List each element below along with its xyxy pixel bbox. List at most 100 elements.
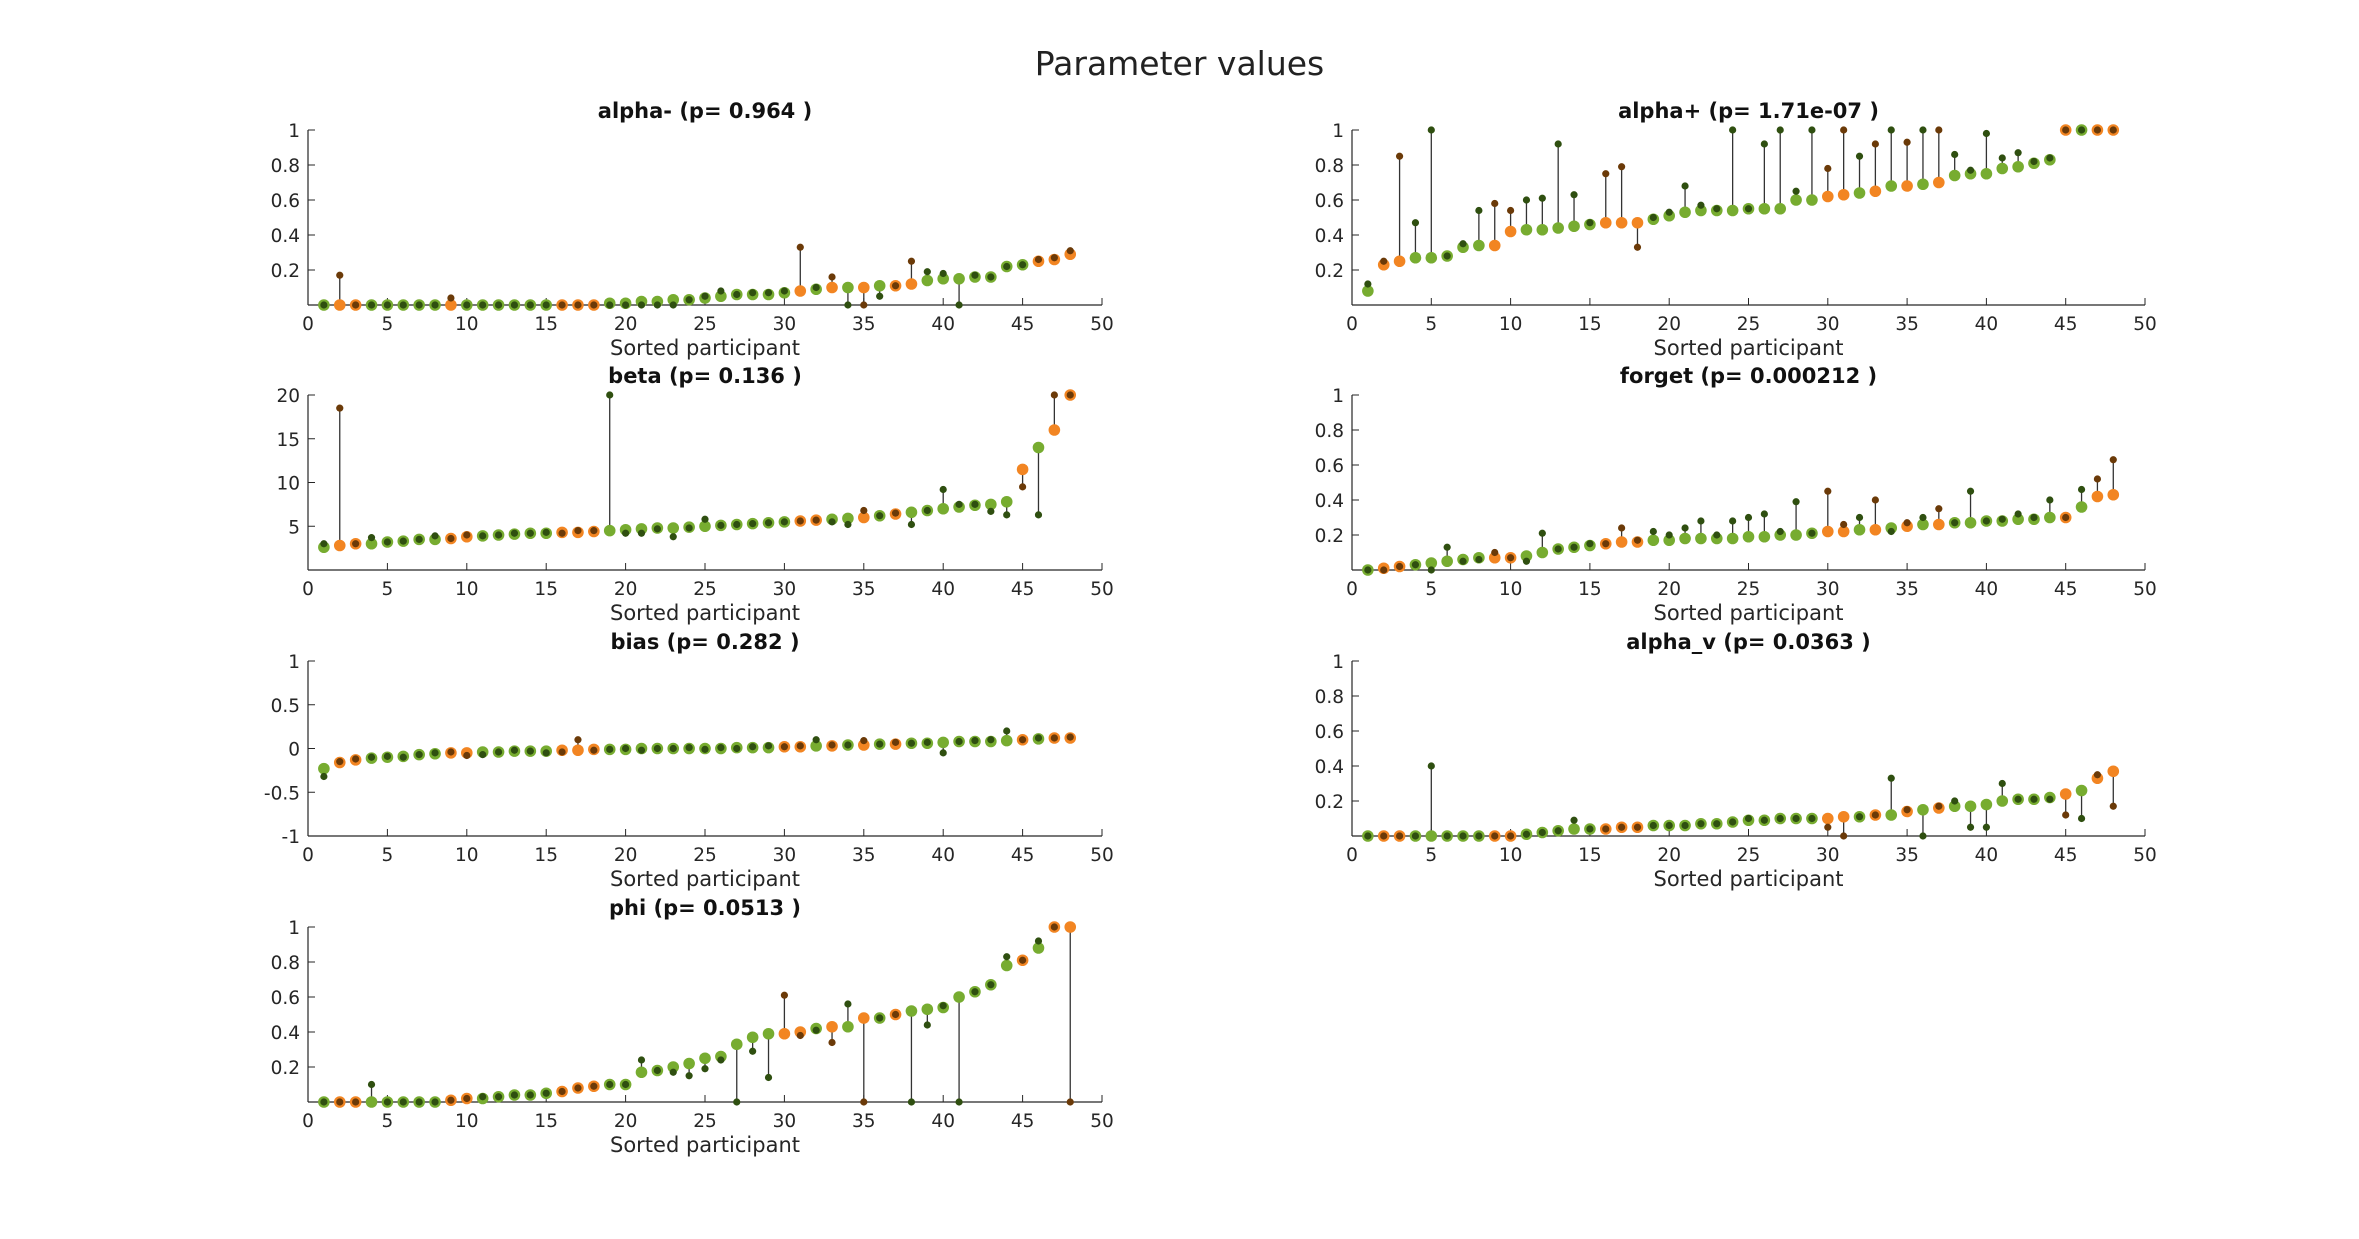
marker-dark: [2062, 513, 2070, 522]
marker-green: [921, 1003, 934, 1016]
y-tick-label: 0.4: [1315, 757, 1344, 778]
marker-green: [1758, 530, 1771, 543]
marker-dark: [1459, 557, 1467, 565]
marker-green: [810, 740, 822, 752]
x-tick-label: 25: [693, 1111, 717, 1132]
marker-dark: [431, 749, 439, 757]
marker-dark: [1050, 734, 1058, 742]
x-axis-label: Sorted participant: [610, 1133, 800, 1157]
marker-dark: [1649, 527, 1657, 536]
x-tick-label: 30: [1816, 314, 1840, 335]
marker-green: [953, 272, 965, 285]
y-tick-label: 0.6: [1315, 456, 1344, 477]
marker-dark: [526, 529, 534, 537]
x-axis-label: Sorted participant: [610, 601, 800, 625]
marker-dark: [1475, 555, 1483, 564]
marker-dark: [780, 287, 789, 295]
marker-dark: [812, 1026, 820, 1034]
y-tick-label: 0.4: [1315, 491, 1344, 512]
marker-dark: [939, 1002, 947, 1010]
marker-green: [1790, 194, 1802, 206]
x-tick-label: 0: [1346, 845, 1358, 866]
marker-dark: [479, 532, 487, 540]
y-tick-label: 0.5: [271, 696, 300, 717]
x-tick-label: 5: [382, 579, 394, 600]
marker-green: [1679, 532, 1691, 545]
marker-dark: [1380, 566, 1388, 574]
marker-dark: [415, 301, 423, 309]
x-tick-label: 0: [1346, 579, 1358, 600]
marker-dark: [494, 301, 503, 309]
marker-dark: [352, 540, 360, 548]
marker-dark: [1649, 213, 1657, 222]
marker-orange: [1615, 536, 1628, 548]
x-tick-label: 50: [2133, 845, 2157, 866]
marker-green: [873, 279, 886, 292]
marker-dark: [510, 529, 519, 537]
x-tick-label: 35: [852, 845, 876, 866]
x-tick-label: 30: [773, 314, 797, 335]
marker-orange: [333, 539, 346, 552]
marker-dark: [1744, 513, 1753, 522]
marker-green: [1917, 178, 1929, 191]
x-tick-label: 50: [2133, 314, 2157, 335]
marker-dark: [1808, 529, 1816, 537]
marker-dark: [685, 1072, 693, 1080]
panel-title: beta (p= 0.136 ): [608, 364, 802, 388]
marker-dark: [923, 268, 931, 276]
marker-green: [842, 512, 854, 525]
marker-dark: [891, 738, 900, 746]
marker-dark: [1538, 194, 1546, 202]
marker-dark: [352, 755, 360, 763]
marker-dark: [494, 531, 503, 539]
marker-green: [699, 520, 711, 533]
marker-orange: [1064, 921, 1077, 933]
x-tick-label: 20: [614, 579, 638, 600]
marker-dark: [780, 743, 789, 751]
marker-dark: [669, 533, 677, 541]
marker-dark: [431, 301, 439, 309]
x-tick-label: 25: [693, 845, 717, 866]
marker-dark: [1649, 821, 1657, 830]
x-tick-label: 25: [1737, 314, 1761, 335]
marker-dark: [590, 746, 598, 754]
marker-dark: [1966, 166, 1975, 174]
marker-dark: [2077, 485, 2086, 494]
marker-dark: [510, 1091, 519, 1099]
marker-dark: [1050, 923, 1058, 931]
x-tick-label: 20: [1657, 314, 1681, 335]
marker-dark: [558, 529, 566, 537]
marker-dark: [1713, 205, 1721, 213]
marker-dark: [844, 1000, 852, 1008]
marker-dark: [1522, 196, 1531, 204]
marker-green: [1742, 530, 1755, 543]
marker-dark: [844, 301, 852, 309]
marker-dark: [1570, 816, 1578, 824]
marker-dark: [1681, 182, 1689, 190]
marker-dark: [637, 746, 646, 754]
marker-orange: [1933, 176, 1945, 189]
panel-alpha-minus: 0 5 10 15 20 25 30 35 40 45 50 0.2 0.4 0.6 0.8 1 alpha- …: [271, 99, 1114, 360]
marker-dark: [1760, 140, 1768, 148]
marker-dark: [383, 538, 391, 546]
x-tick-label: 45: [2054, 314, 2078, 335]
x-tick-label: 20: [614, 1111, 638, 1132]
x-tick-label: 45: [1011, 845, 1035, 866]
marker-dark: [447, 534, 455, 543]
marker-dark: [2077, 126, 2086, 134]
marker-dark: [876, 292, 884, 300]
marker-dark: [1792, 498, 1800, 506]
marker-orange: [1615, 216, 1628, 229]
x-tick-label: 45: [2054, 579, 2078, 600]
marker-dark: [463, 531, 471, 539]
marker-dark: [1903, 138, 1911, 146]
marker-dark: [1507, 206, 1515, 215]
marker-dark: [2093, 771, 2102, 779]
x-tick-label: 50: [1090, 314, 1114, 335]
marker-green: [1964, 516, 1977, 529]
marker-dark: [717, 744, 725, 752]
marker-dark: [447, 1096, 455, 1104]
marker-dark: [876, 1014, 884, 1022]
panel-beta: 0 5 10 15 20 25 30 35 40 45 50 5 10 15 20 beta (p= 0.13…: [276, 364, 1113, 625]
marker-dark: [606, 301, 614, 309]
